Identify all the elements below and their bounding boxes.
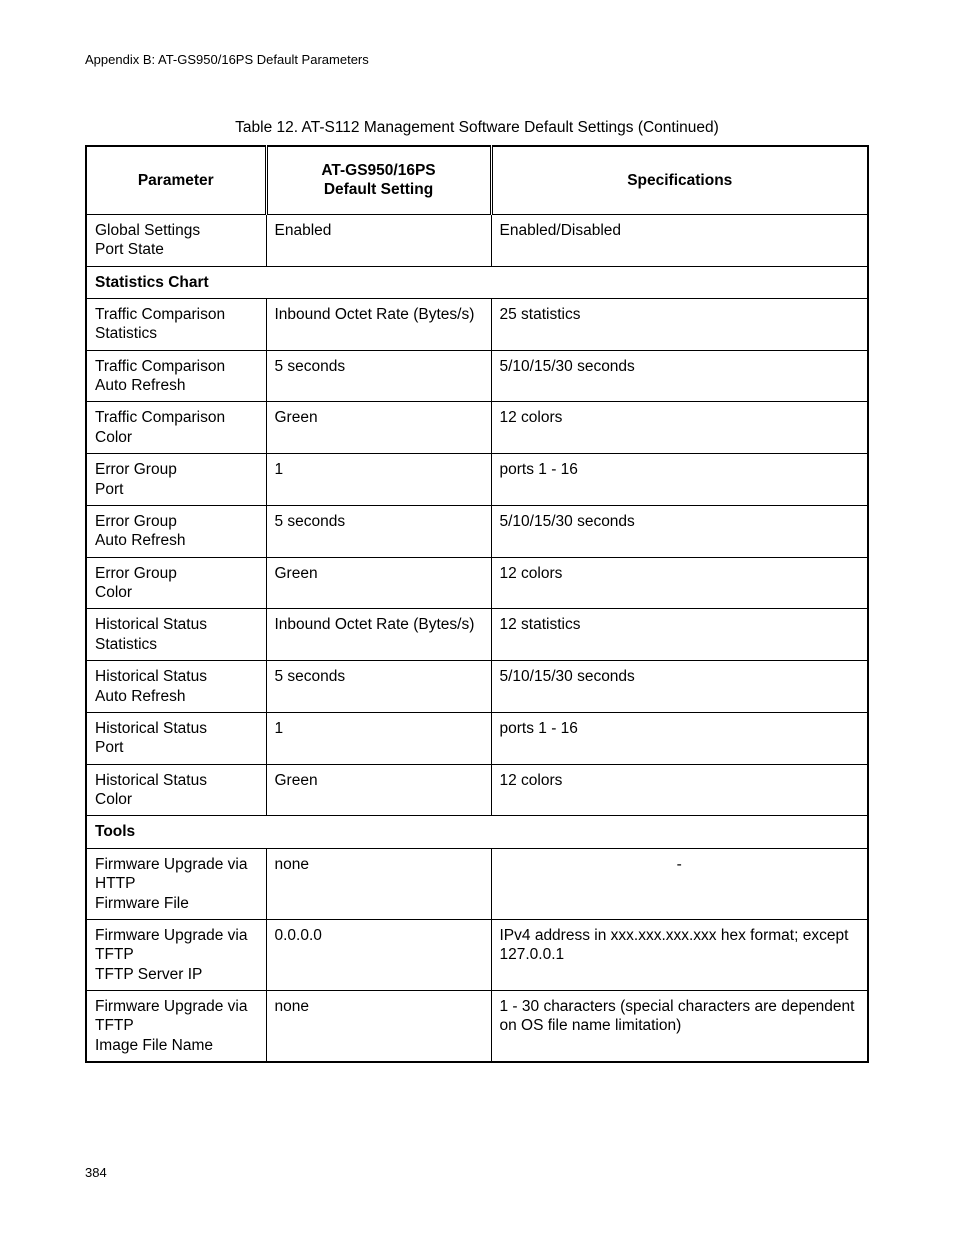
table-caption: Table 12. AT-S112 Management Software De… [85,119,869,137]
cell-spec: 5/10/15/30 seconds [491,350,868,402]
cell-parameter: Historical StatusAuto Refresh [86,661,266,713]
section-label: Statistics Chart [86,266,868,298]
cell-default: 0.0.0.0 [266,919,491,990]
cell-default: 1 [266,454,491,506]
table-row: Firmware Upgrade via TFTPTFTP Server IP0… [86,919,868,990]
cell-default: Green [266,557,491,609]
table-row: Firmware Upgrade via HTTPFirmware Fileno… [86,848,868,919]
cell-parameter: Traffic ComparisonAuto Refresh [86,350,266,402]
col-parameter: Parameter [86,146,266,214]
section-row: Tools [86,816,868,848]
table-row: Error GroupPort1ports 1 - 16 [86,454,868,506]
cell-parameter: Global SettingsPort State [86,214,266,266]
cell-default: 5 seconds [266,661,491,713]
cell-default: Inbound Octet Rate (Bytes/s) [266,298,491,350]
cell-spec: 12 colors [491,764,868,816]
cell-parameter: Error GroupAuto Refresh [86,505,266,557]
table-row: Traffic ComparisonStatisticsInbound Octe… [86,298,868,350]
cell-default: 5 seconds [266,505,491,557]
cell-spec: 5/10/15/30 seconds [491,505,868,557]
col-default: AT-GS950/16PSDefault Setting [266,146,491,214]
cell-spec: 12 colors [491,557,868,609]
cell-parameter: Firmware Upgrade via TFTPTFTP Server IP [86,919,266,990]
cell-default: Green [266,764,491,816]
table-row: Historical StatusColorGreen12 colors [86,764,868,816]
section-row: Statistics Chart [86,266,868,298]
cell-spec: IPv4 address in xxx.xxx.xxx.xxx hex form… [491,919,868,990]
cell-parameter: Traffic ComparisonColor [86,402,266,454]
table-row: Historical StatusPort1ports 1 - 16 [86,712,868,764]
cell-spec: ports 1 - 16 [491,712,868,764]
cell-parameter: Historical StatusStatistics [86,609,266,661]
cell-parameter: Firmware Upgrade via TFTPImage File Name [86,991,266,1063]
table-row: Traffic ComparisonAuto Refresh5 seconds5… [86,350,868,402]
table-row: Historical StatusAuto Refresh5 seconds5/… [86,661,868,713]
cell-parameter: Error GroupPort [86,454,266,506]
cell-spec: 25 statistics [491,298,868,350]
table-row: Error GroupColorGreen12 colors [86,557,868,609]
defaults-table: Parameter AT-GS950/16PSDefault Setting S… [85,145,869,1063]
page-number: 384 [85,1165,107,1180]
cell-default: none [266,991,491,1063]
cell-default: 1 [266,712,491,764]
table-row: Historical StatusStatisticsInbound Octet… [86,609,868,661]
cell-default: Inbound Octet Rate (Bytes/s) [266,609,491,661]
appendix-header: Appendix B: AT-GS950/16PS Default Parame… [85,52,869,67]
table-row: Global SettingsPort StateEnabledEnabled/… [86,214,868,266]
section-label: Tools [86,816,868,848]
table-row: Traffic ComparisonColorGreen12 colors [86,402,868,454]
cell-spec: 12 colors [491,402,868,454]
cell-spec: 1 - 30 characters (special characters ar… [491,991,868,1063]
cell-parameter: Firmware Upgrade via HTTPFirmware File [86,848,266,919]
cell-spec: 12 statistics [491,609,868,661]
cell-default: Green [266,402,491,454]
table-row: Firmware Upgrade via TFTPImage File Name… [86,991,868,1063]
cell-default: none [266,848,491,919]
cell-spec: 5/10/15/30 seconds [491,661,868,713]
cell-default: Enabled [266,214,491,266]
cell-parameter: Error GroupColor [86,557,266,609]
cell-spec: Enabled/Disabled [491,214,868,266]
cell-parameter: Historical StatusColor [86,764,266,816]
cell-spec: - [491,848,868,919]
cell-spec: ports 1 - 16 [491,454,868,506]
cell-parameter: Historical StatusPort [86,712,266,764]
cell-default: 5 seconds [266,350,491,402]
cell-parameter: Traffic ComparisonStatistics [86,298,266,350]
table-header-row: Parameter AT-GS950/16PSDefault Setting S… [86,146,868,214]
col-spec: Specifications [491,146,868,214]
table-row: Error GroupAuto Refresh5 seconds5/10/15/… [86,505,868,557]
